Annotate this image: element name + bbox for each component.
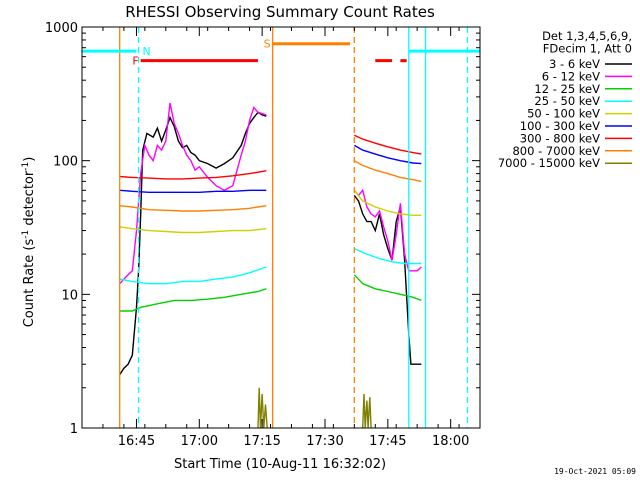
chart-title: RHESSI Observing Summary Count Rates <box>125 3 435 21</box>
y-tick-label: 10 <box>61 288 78 303</box>
y-axis-label-part3: ) <box>22 157 37 162</box>
legend-entry: 3 - 6 keV <box>549 57 600 71</box>
series-line <box>353 144 422 165</box>
x-tick-label: 17:00 <box>181 434 218 449</box>
axes-layer: 1 10 100 1000 16:45 17:00 17:15 17:30 17:45 18:00 <box>45 21 481 449</box>
y-axis-label-part2: detector <box>22 170 37 230</box>
x-tick-label: 17:30 <box>306 434 343 449</box>
y-tick-label: 1 <box>70 422 78 437</box>
series-line <box>119 226 267 234</box>
flag-label: S <box>264 38 271 51</box>
series-line <box>119 205 267 212</box>
series-line <box>353 189 422 217</box>
legend-entry: 25 - 50 keV <box>534 94 600 108</box>
legend-entry: 6 - 12 keV <box>542 69 600 83</box>
flag-layer: N S F <box>82 27 480 428</box>
y-axis-label-sup2: -1 <box>21 162 31 171</box>
y-axis-label: Count Rate (s-1 detector-1) <box>21 157 37 328</box>
y-tick-label: 100 <box>53 155 78 170</box>
series-line <box>353 194 422 365</box>
legend-header: Det 1,3,4,5,6,9, <box>542 29 632 43</box>
y-axis-label-sup1: -1 <box>21 230 31 239</box>
series-line <box>353 274 422 302</box>
plot-frame <box>81 26 481 429</box>
x-axis-label: Start Time (10-Aug-11 16:32:02) <box>174 457 386 472</box>
series-line <box>353 160 422 183</box>
series-line <box>257 387 268 429</box>
y-axis-label-part1: Count Rate (s <box>22 239 37 328</box>
series-line <box>353 188 422 272</box>
series-line <box>119 170 267 180</box>
series-line <box>354 134 422 155</box>
legend-entry: 12 - 25 keV <box>534 82 600 96</box>
series-layer <box>119 102 422 429</box>
flag-label: N <box>142 45 150 58</box>
x-tick-label: 17:15 <box>243 434 280 449</box>
legend-entry: 800 - 7000 keV <box>512 144 600 158</box>
series-line <box>362 393 372 429</box>
legend-entry: 100 - 300 keV <box>520 119 600 133</box>
legend-header: FDecim 1, Att 0 <box>543 41 632 55</box>
series-line <box>119 189 267 194</box>
x-tick-label: 16:45 <box>118 434 155 449</box>
series-line <box>354 247 422 265</box>
flag-label: F <box>132 55 138 68</box>
footer-timestamp: 19-Oct-2021 05:09 <box>554 467 636 476</box>
x-tick-label: 17:45 <box>369 434 406 449</box>
series-line <box>119 102 267 285</box>
legend-entry: 300 - 800 keV <box>520 131 600 145</box>
legend-entry: 50 - 100 keV <box>527 107 600 121</box>
legend-entry: 7000 - 15000 keV <box>498 156 600 170</box>
y-tick-label: 1000 <box>45 21 78 36</box>
x-tick-label: 18:00 <box>432 434 469 449</box>
series-line <box>119 288 267 312</box>
series-line <box>119 266 267 285</box>
